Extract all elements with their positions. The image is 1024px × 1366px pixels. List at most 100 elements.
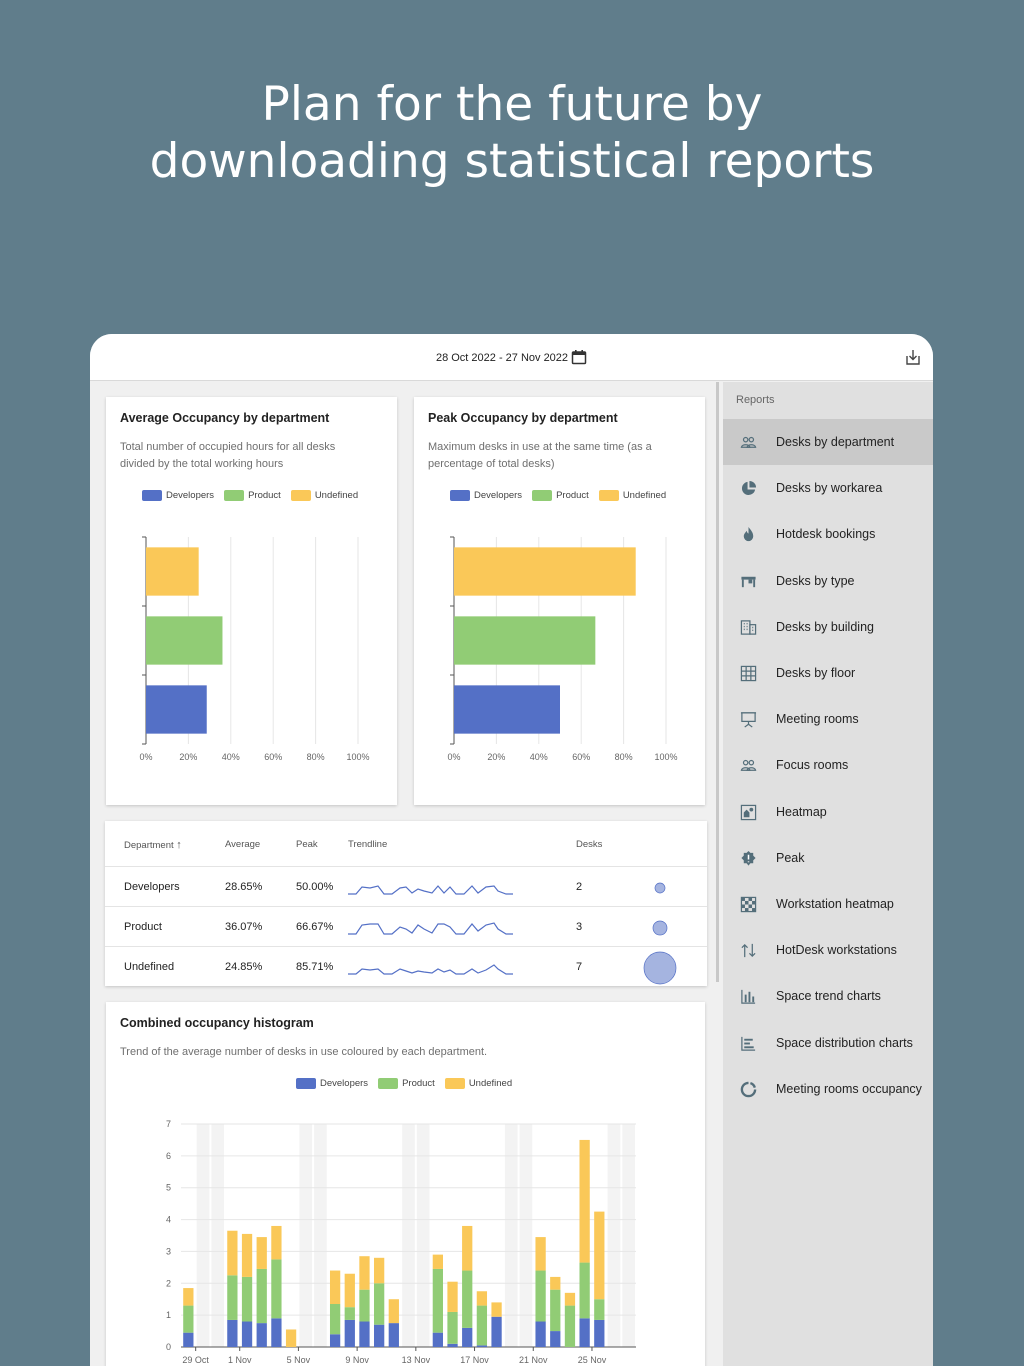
bar-segment-undefined[interactable] xyxy=(432,1254,443,1269)
sidebar-item-hotdesk-workstations[interactable]: HotDesk workstations xyxy=(723,927,933,973)
column-header-average[interactable]: Average xyxy=(225,839,261,850)
bar-developers[interactable] xyxy=(454,685,560,734)
table-row[interactable]: Undefined 24.85% 85.71% 7 xyxy=(105,946,707,986)
bar-segment-product[interactable] xyxy=(550,1289,561,1332)
download-icon[interactable] xyxy=(905,348,921,366)
bar-segment-developers[interactable] xyxy=(183,1332,194,1347)
bar-segment-developers[interactable] xyxy=(579,1318,590,1347)
sidebar-item-desks-by-building[interactable]: Desks by building xyxy=(723,604,933,650)
sidebar-item-hotdesk-bookings[interactable]: Hotdesk bookings xyxy=(723,511,933,557)
bar-segment-undefined[interactable] xyxy=(535,1237,546,1271)
bar-segment-developers[interactable] xyxy=(476,1345,488,1347)
bar-segment-undefined[interactable] xyxy=(359,1256,370,1290)
bar-undefined[interactable] xyxy=(454,547,636,596)
bar-segment-developers[interactable] xyxy=(491,1316,502,1347)
legend-item-undefined[interactable]: Undefined xyxy=(290,490,358,501)
sidebar-item-desks-by-floor[interactable]: Desks by floor xyxy=(723,650,933,696)
bar-segment-product[interactable] xyxy=(271,1259,282,1319)
bar-segment-developers[interactable] xyxy=(594,1319,605,1347)
column-header-peak[interactable]: Peak xyxy=(296,839,318,850)
bar-segment-undefined[interactable] xyxy=(344,1273,355,1308)
bar-segment-product[interactable] xyxy=(359,1289,370,1322)
bar-segment-product[interactable] xyxy=(374,1283,385,1325)
bar-segment-undefined[interactable] xyxy=(462,1225,473,1271)
bar-segment-developers[interactable] xyxy=(241,1321,253,1347)
bar-segment-product[interactable] xyxy=(564,1305,576,1347)
bar-segment-developers[interactable] xyxy=(388,1323,399,1347)
date-range-picker[interactable]: 28 Oct 2022 - 27 Nov 2022 xyxy=(90,334,933,381)
weekend-band xyxy=(504,1124,518,1347)
legend-item-undefined[interactable]: Undefined xyxy=(444,1078,512,1089)
bar-segment-product[interactable] xyxy=(432,1268,443,1333)
sidebar-item-space-trend-charts[interactable]: Space trend charts xyxy=(723,973,933,1019)
sidebar-item-desks-by-department[interactable]: Desks by department xyxy=(723,419,933,465)
legend-item-developers[interactable]: Developers xyxy=(296,1078,368,1089)
legend-item-product[interactable]: Product xyxy=(532,490,589,501)
bar-product[interactable] xyxy=(454,616,596,665)
bar-segment-developers[interactable] xyxy=(447,1343,458,1347)
bar-segment-undefined[interactable] xyxy=(183,1288,194,1306)
bar-segment-product[interactable] xyxy=(241,1276,253,1322)
legend-item-product[interactable]: Product xyxy=(224,490,281,501)
sidebar-item-space-distribution-charts[interactable]: Space distribution charts xyxy=(723,1020,933,1066)
bar-segment-developers[interactable] xyxy=(227,1319,238,1347)
main-scrollbar[interactable] xyxy=(716,382,719,982)
bar-segment-undefined[interactable] xyxy=(374,1257,385,1284)
bar-segment-product[interactable] xyxy=(535,1270,546,1322)
bar-segment-product[interactable] xyxy=(594,1299,605,1320)
sidebar-item-peak[interactable]: Peak xyxy=(723,835,933,881)
bar-segment-undefined[interactable] xyxy=(476,1291,488,1306)
bar-product[interactable] xyxy=(146,616,223,665)
bar-segment-undefined[interactable] xyxy=(594,1211,605,1300)
bar-segment-product[interactable] xyxy=(227,1275,238,1320)
column-header-department[interactable]: Department ↑ xyxy=(124,839,182,851)
bar-segment-developers[interactable] xyxy=(462,1327,473,1347)
bar-segment-developers[interactable] xyxy=(535,1321,546,1347)
bar-segment-product[interactable] xyxy=(256,1268,267,1324)
bar-segment-product[interactable] xyxy=(183,1305,194,1333)
bar-segment-developers[interactable] xyxy=(374,1324,385,1347)
weekend-band xyxy=(607,1124,621,1347)
sidebar-item-desks-by-workarea[interactable]: Desks by workarea xyxy=(723,465,933,511)
bar-segment-developers[interactable] xyxy=(550,1331,561,1347)
bar-undefined[interactable] xyxy=(146,547,199,596)
sidebar-item-focus-rooms[interactable]: Focus rooms xyxy=(723,742,933,788)
bar-segment-developers[interactable] xyxy=(432,1332,443,1347)
sidebar-item-meeting-rooms[interactable]: Meeting rooms xyxy=(723,696,933,742)
bar-segment-undefined[interactable] xyxy=(579,1139,590,1263)
bar-segment-undefined[interactable] xyxy=(285,1329,297,1347)
bar-segment-undefined[interactable] xyxy=(491,1302,502,1317)
bar-segment-product[interactable] xyxy=(579,1262,590,1319)
bar-segment-product[interactable] xyxy=(476,1305,488,1346)
bar-segment-developers[interactable] xyxy=(344,1319,355,1347)
bar-segment-undefined[interactable] xyxy=(564,1292,576,1306)
bar-segment-product[interactable] xyxy=(329,1303,341,1335)
legend-item-developers[interactable]: Developers xyxy=(142,490,214,501)
legend-item-undefined[interactable]: Undefined xyxy=(598,490,666,501)
bar-segment-undefined[interactable] xyxy=(271,1225,282,1260)
sidebar-item-workstation-heatmap[interactable]: Workstation heatmap xyxy=(723,881,933,927)
bar-developers[interactable] xyxy=(146,685,207,734)
sidebar-item-desks-by-type[interactable]: Desks by type xyxy=(723,558,933,604)
bar-segment-undefined[interactable] xyxy=(447,1281,458,1312)
bar-segment-undefined[interactable] xyxy=(227,1230,238,1276)
bar-segment-developers[interactable] xyxy=(271,1318,282,1347)
bar-segment-product[interactable] xyxy=(344,1307,355,1320)
bar-segment-undefined[interactable] xyxy=(256,1237,267,1269)
legend-item-developers[interactable]: Developers xyxy=(450,490,522,501)
sidebar-item-meeting-rooms-occupancy[interactable]: Meeting rooms occupancy xyxy=(723,1066,933,1112)
bar-segment-product[interactable] xyxy=(462,1270,473,1328)
bar-segment-undefined[interactable] xyxy=(329,1270,341,1304)
bar-segment-undefined[interactable] xyxy=(388,1299,399,1324)
bar-segment-undefined[interactable] xyxy=(241,1233,253,1277)
sidebar-item-heatmap[interactable]: Heatmap xyxy=(723,789,933,835)
legend-item-product[interactable]: Product xyxy=(378,1078,435,1089)
bar-segment-developers[interactable] xyxy=(256,1323,267,1347)
bar-segment-product[interactable] xyxy=(447,1311,458,1344)
bar-segment-developers[interactable] xyxy=(359,1321,370,1347)
table-row[interactable]: Developers 28.65% 50.00% 2 xyxy=(105,866,707,906)
table-row[interactable]: Product 36.07% 66.67% 3 xyxy=(105,906,707,946)
bar-segment-undefined[interactable] xyxy=(550,1276,561,1290)
column-header-desks[interactable]: Desks xyxy=(576,839,603,850)
bar-segment-developers[interactable] xyxy=(329,1334,341,1347)
